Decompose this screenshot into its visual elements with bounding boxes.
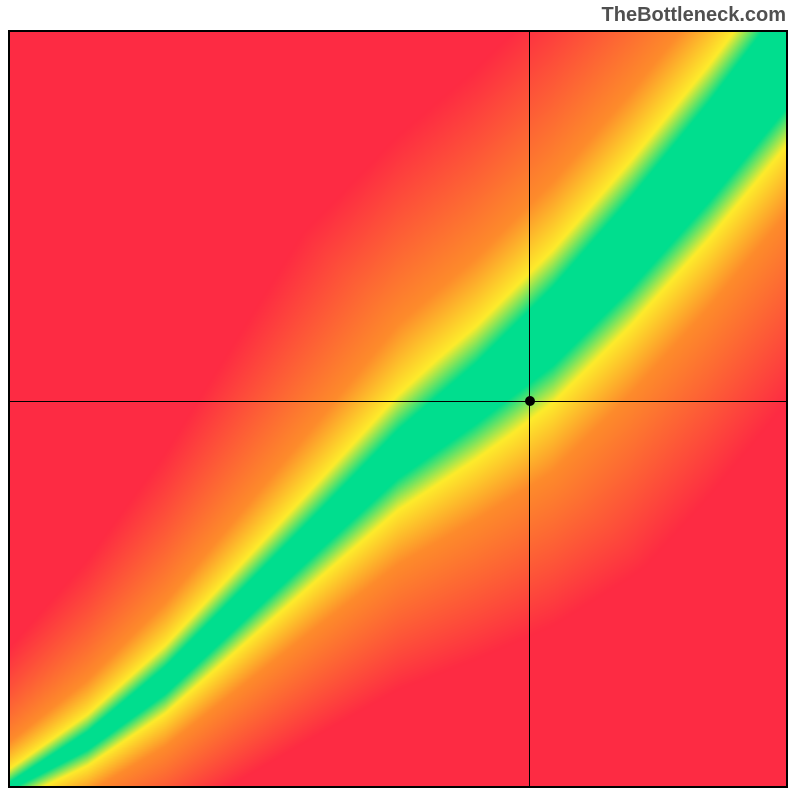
chart-container: TheBottleneck.com xyxy=(0,0,800,800)
heatmap-canvas xyxy=(10,32,786,786)
watermark-text: TheBottleneck.com xyxy=(602,4,786,27)
data-point-marker xyxy=(525,396,535,406)
plot-area xyxy=(8,30,788,788)
crosshair-vertical xyxy=(529,32,530,786)
crosshair-horizontal xyxy=(10,401,786,402)
